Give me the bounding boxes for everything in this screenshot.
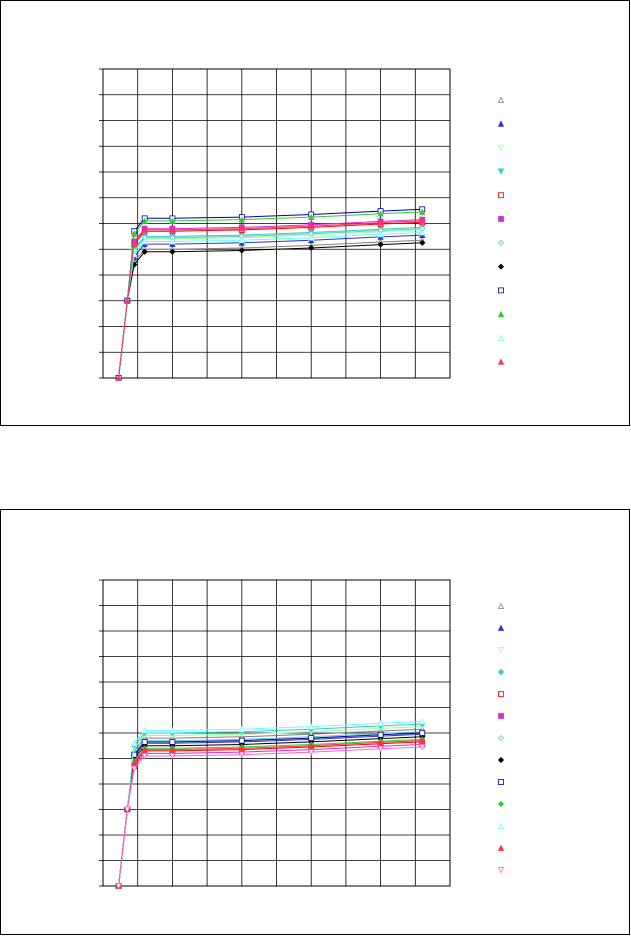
data-point: [141, 238, 148, 245]
data-point: [377, 739, 384, 746]
data-point: [141, 226, 148, 233]
data-point: [141, 746, 148, 753]
legend-marker: [497, 358, 505, 365]
data-point: [419, 744, 426, 751]
data-point: [131, 230, 138, 237]
data-point: [131, 751, 138, 758]
data-point: [377, 745, 384, 753]
data-point: [131, 739, 138, 747]
data-point: [308, 234, 315, 241]
legend-marker: [497, 734, 505, 742]
data-point: [419, 239, 426, 246]
legend-marker: [497, 647, 505, 654]
legend-marker: [497, 168, 505, 175]
data-point: [419, 730, 426, 736]
legend-marker: [497, 756, 505, 764]
legend-marker: [497, 96, 505, 103]
data-point: [238, 225, 245, 232]
data-point: [169, 226, 176, 233]
data-point: [238, 247, 245, 254]
data-point: [169, 727, 176, 734]
legend-marker: [498, 779, 504, 785]
data-point: [124, 806, 131, 813]
data-point: [131, 239, 138, 246]
data-point: [377, 219, 384, 226]
legend-marker: [497, 144, 505, 151]
data-point: [115, 883, 122, 890]
legend-marker: [497, 310, 505, 318]
data-point: [419, 229, 426, 236]
legend-marker: [497, 602, 505, 609]
data-point: [238, 216, 245, 223]
data-point: [308, 749, 315, 756]
data-point: [419, 208, 426, 215]
legend-marker: [498, 192, 504, 199]
legend-marker: [497, 822, 505, 829]
legend-marker: [497, 334, 505, 341]
data-point: [308, 213, 315, 220]
data-point: [169, 248, 176, 255]
legend-marker: [497, 624, 505, 631]
data-point: [377, 230, 384, 238]
data-point: [169, 739, 176, 745]
data-point: [238, 725, 245, 733]
data-point: [169, 217, 176, 224]
data-point: [238, 744, 245, 752]
data-point: [308, 735, 315, 741]
data-point: [377, 210, 384, 217]
data-point: [419, 737, 426, 744]
data-point: [419, 217, 426, 224]
data-point: [131, 765, 138, 773]
data-point: [308, 222, 315, 229]
legend-marker: [497, 867, 505, 874]
data-point: [141, 753, 148, 760]
legend-marker: [497, 800, 505, 808]
data-point: [169, 746, 176, 753]
data-point: [141, 727, 148, 734]
legend-marker: [497, 239, 505, 246]
data-point: [238, 751, 245, 759]
data-point: [141, 248, 148, 255]
legend-marker: [497, 668, 505, 676]
data-point: [169, 753, 176, 760]
data-point: [141, 217, 148, 224]
data-point: [141, 739, 148, 745]
data-point: [377, 241, 384, 248]
data-point: [115, 374, 122, 381]
data-point: [419, 718, 426, 725]
legend-marker: [498, 287, 504, 294]
data-point: [377, 719, 384, 727]
data-point: [238, 236, 245, 244]
legend-marker: [497, 844, 505, 851]
data-point: [238, 737, 245, 744]
data-point: [308, 742, 315, 749]
data-point: [131, 758, 138, 766]
data-point: [308, 244, 315, 252]
legend-marker: [498, 713, 504, 719]
legend-marker: [498, 691, 504, 697]
legend-marker: [498, 216, 504, 222]
data-point: [377, 731, 384, 738]
legend-marker: [497, 120, 505, 127]
data-point: [124, 297, 131, 304]
data-point: [308, 723, 315, 730]
data-point: [169, 238, 176, 245]
legend-marker: [497, 263, 505, 270]
